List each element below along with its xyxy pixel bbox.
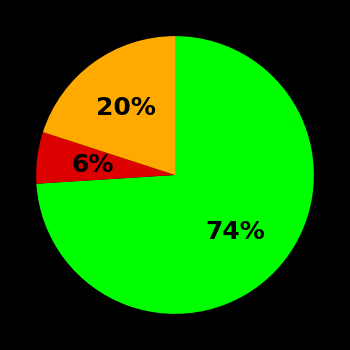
Wedge shape bbox=[43, 36, 175, 175]
Text: 74%: 74% bbox=[206, 220, 266, 244]
Wedge shape bbox=[36, 132, 175, 184]
Text: 20%: 20% bbox=[96, 96, 156, 120]
Text: 6%: 6% bbox=[71, 153, 113, 176]
Wedge shape bbox=[36, 36, 314, 314]
